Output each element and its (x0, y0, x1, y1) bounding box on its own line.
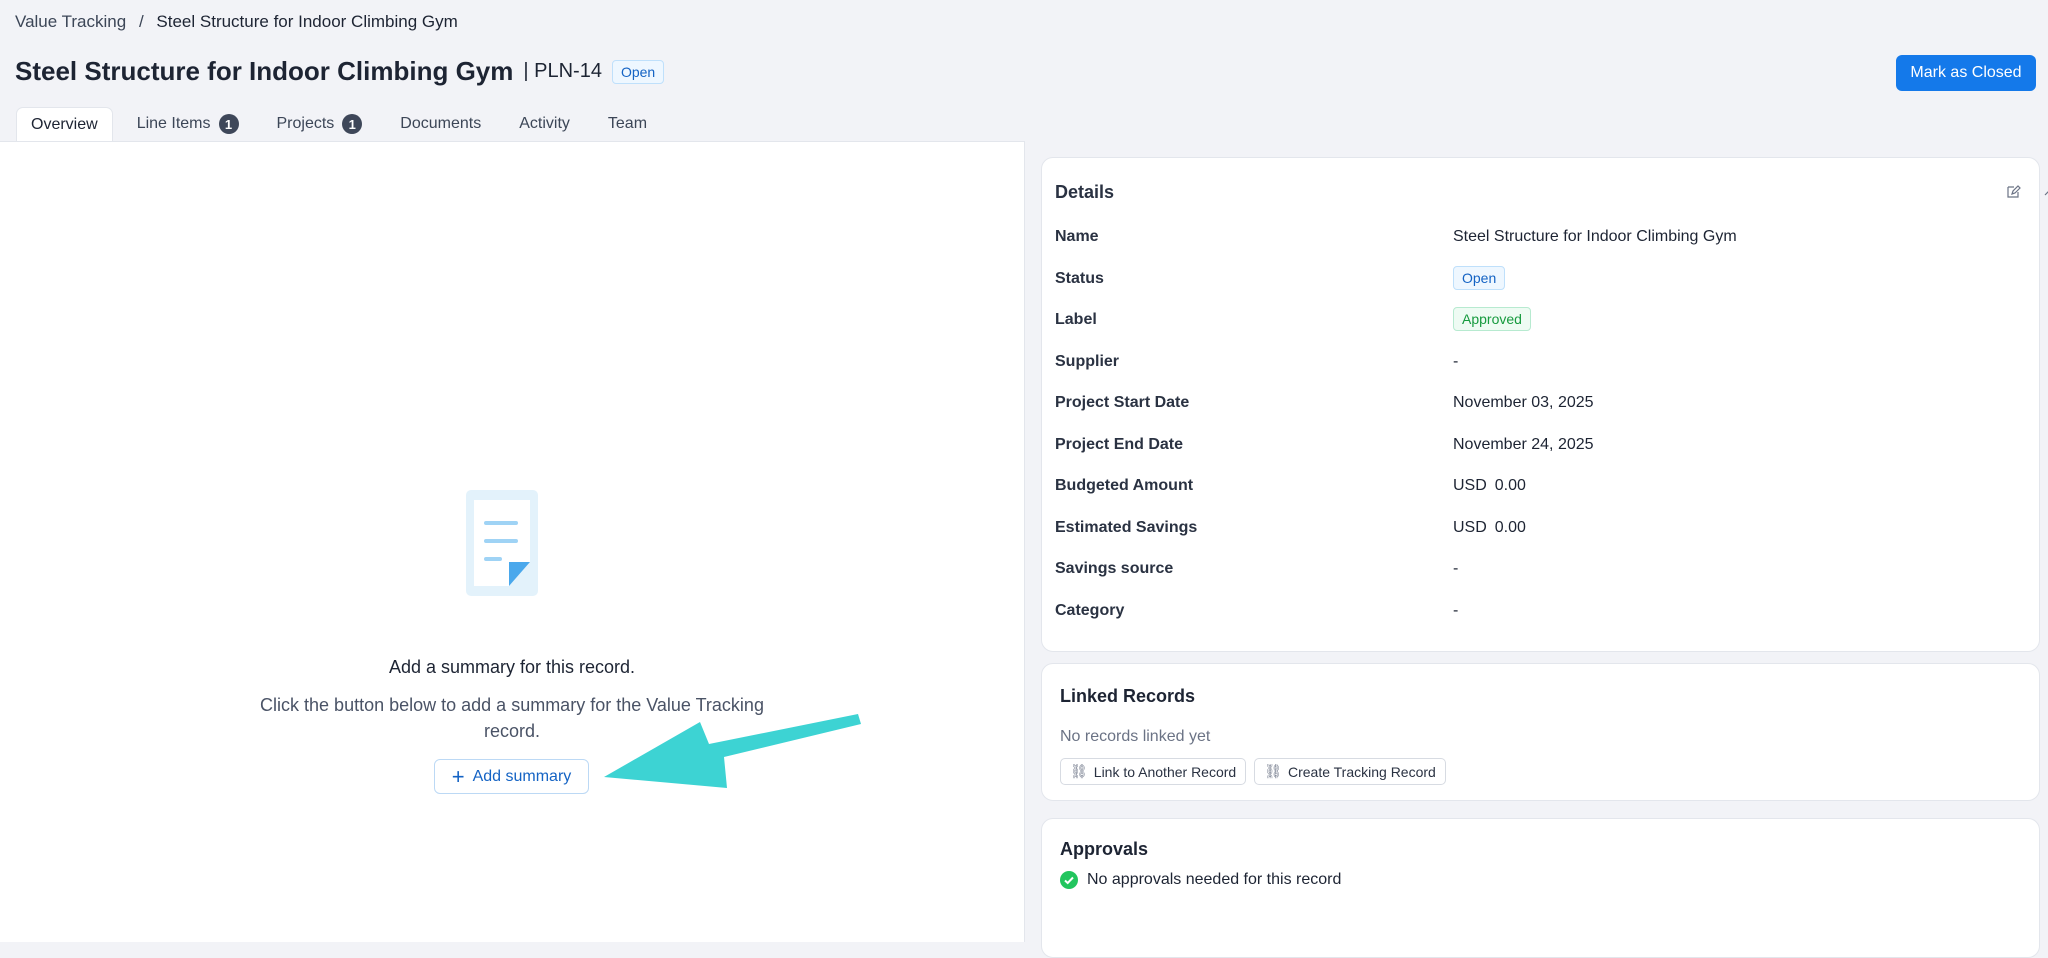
check-circle-icon (1060, 871, 1078, 889)
tab-label: Projects (276, 115, 335, 132)
edit-icon[interactable] (2005, 184, 2021, 200)
detail-value: - (1453, 353, 1458, 371)
tab-bar: Overview Line Items 1 Projects 1 Documents… (16, 107, 671, 141)
button-label: Link to Another Record (1093, 763, 1237, 780)
detail-label: Category (1055, 601, 1125, 619)
detail-label: Label (1055, 311, 1097, 328)
detail-label: Estimated Savings (1055, 518, 1198, 536)
linked-empty-text: No records linked yet (1060, 728, 1211, 745)
details-card: Details Name Steel Structure for Indoor C… (1041, 157, 2048, 652)
breadcrumb-separator: / (138, 12, 144, 31)
annotation-arrow-icon (604, 714, 861, 788)
tab-label: Line Items (136, 115, 211, 132)
breadcrumb-current: Steel Structure for Indoor Climbing Gym (156, 12, 458, 31)
breadcrumb-parent[interactable]: Value Tracking (15, 12, 127, 31)
link-icon: ⛓ (1070, 763, 1088, 779)
amount: 0.00 (1494, 518, 1526, 536)
detail-label: Supplier (1055, 352, 1120, 370)
add-summary-button[interactable]: + Add summary (434, 759, 589, 794)
detail-value: Open (1453, 265, 1506, 290)
chevron-up-icon[interactable] (2043, 188, 2048, 198)
tab-team[interactable]: Team (594, 107, 661, 141)
detail-label: Status (1055, 269, 1104, 287)
detail-value: November 03, 2025 (1453, 394, 1594, 412)
add-summary-label: Add summary (472, 767, 572, 785)
label-badge: Approved (1453, 307, 1531, 331)
tab-label: Documents (400, 115, 482, 132)
tab-line-items[interactable]: Line Items 1 (123, 107, 253, 141)
count-badge: 1 (218, 114, 239, 134)
page-title: Steel Structure for Indoor Climbing Gym (15, 56, 514, 86)
tab-label: Activity (519, 115, 570, 132)
detail-value-text: November 24, 2025 (1453, 435, 1594, 453)
record-id: | PLN-14 (523, 60, 602, 82)
summary-text: Click the button below to add a summary … (260, 695, 764, 741)
tab-projects[interactable]: Projects 1 (263, 107, 377, 141)
status-badge: Open (1453, 265, 1506, 290)
detail-value: November 24, 2025 (1453, 436, 1594, 454)
tab-overview[interactable]: Overview (16, 107, 113, 141)
detail-label: Savings source (1055, 560, 1174, 577)
detail-value-text: - (1453, 601, 1459, 619)
detail-value: USD 0.00 (1453, 477, 1526, 495)
amount: 0.00 (1494, 477, 1526, 494)
detail-value: USD 0.00 (1453, 519, 1526, 537)
currency: USD (1453, 477, 1487, 494)
document-illustration-icon (466, 490, 538, 596)
detail-value-text: November 03, 2025 (1453, 394, 1594, 411)
approvals-card: Approvals No approvals needed for this r… (1041, 818, 2040, 958)
mark-as-closed-button[interactable]: Mark as Closed (1896, 55, 2036, 91)
plus-icon: + (451, 763, 465, 789)
detail-value-text: - (1453, 352, 1459, 370)
page-header: Steel Structure for Indoor Climbing Gym … (15, 56, 665, 87)
tab-documents[interactable]: Documents (386, 107, 495, 141)
detail-value: Steel Structure for Indoor Climbing Gym (1453, 228, 1737, 246)
details-title: Details (1055, 182, 1115, 202)
detail-label: Budgeted Amount (1055, 477, 1194, 494)
count-badge: 1 (342, 114, 363, 134)
approvals-title: Approvals (1060, 839, 1149, 859)
tab-label: Team (607, 115, 648, 132)
detail-label: Name (1055, 228, 1099, 245)
detail-label: Project Start Date (1055, 394, 1190, 411)
linked-records-title: Linked Records (1060, 686, 1196, 706)
summary-heading: Add a summary for this record. (388, 657, 636, 677)
link-another-record-button[interactable]: ⛓ Link to Another Record (1060, 758, 1247, 785)
detail-value: - (1453, 602, 1458, 620)
linked-records-card: Linked Records No records linked yet ⛓ Li… (1041, 663, 2040, 801)
button-label: Create Tracking Record (1287, 763, 1436, 780)
approvals-text: No approvals needed for this record (1087, 871, 1342, 888)
detail-value-text: - (1453, 560, 1459, 577)
detail-value: - (1453, 560, 1458, 578)
detail-label: Project End Date (1055, 435, 1184, 453)
link-icon: ⛓ (1264, 763, 1282, 779)
create-tracking-record-button[interactable]: ⛓ Create Tracking Record (1254, 758, 1446, 785)
tab-activity[interactable]: Activity (505, 107, 584, 141)
currency: USD (1453, 518, 1487, 536)
breadcrumb: Value Tracking / Steel Structure for Ind… (15, 12, 458, 32)
detail-value: Approved (1453, 307, 1531, 331)
tab-label: Overview (31, 115, 98, 133)
status-badge: Open (611, 59, 665, 84)
detail-value-text: Steel Structure for Indoor Climbing Gym (1453, 228, 1737, 245)
